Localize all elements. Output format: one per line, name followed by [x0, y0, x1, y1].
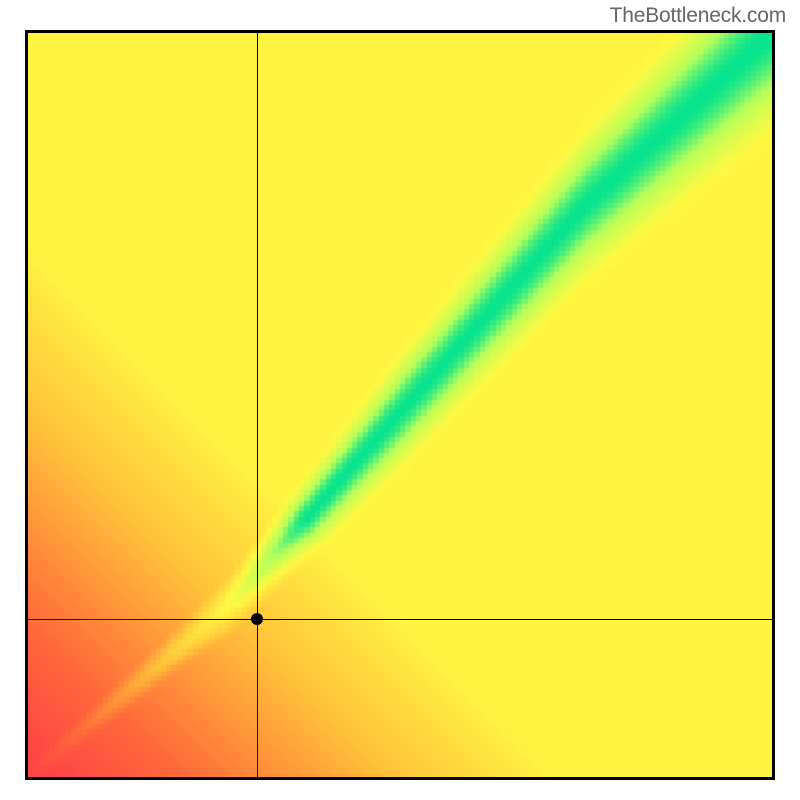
watermark-text: TheBottleneck.com — [610, 4, 786, 28]
heatmap-frame — [25, 30, 775, 780]
crosshair-vertical — [257, 33, 258, 777]
heatmap-canvas — [28, 33, 772, 777]
marker-dot — [251, 613, 263, 625]
chart-container: TheBottleneck.com — [0, 0, 800, 800]
crosshair-horizontal — [28, 619, 772, 620]
